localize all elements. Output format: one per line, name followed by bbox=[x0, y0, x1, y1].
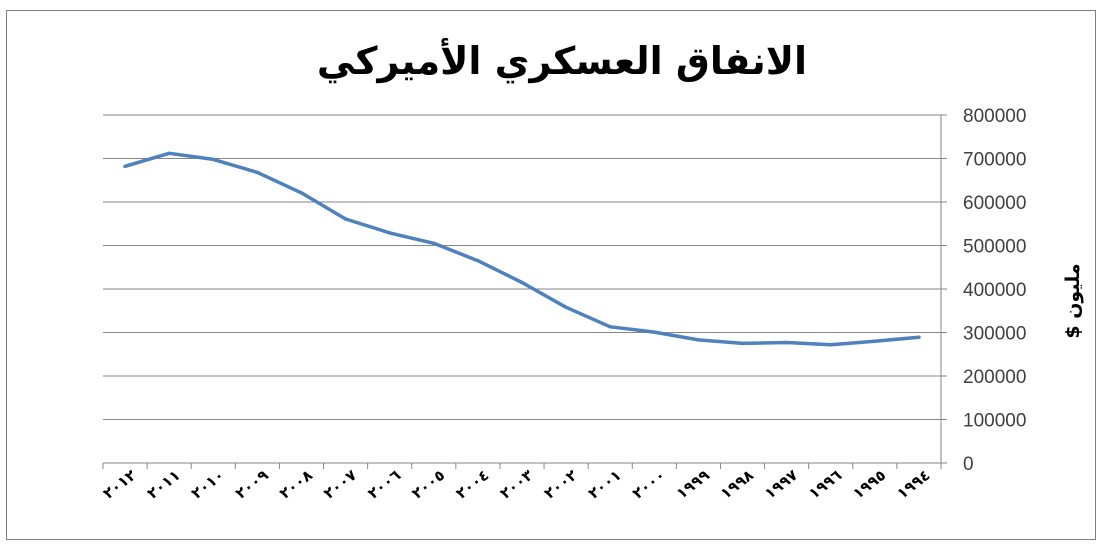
data-point bbox=[520, 280, 524, 285]
x-tick-label: ٢٠٠٥ bbox=[408, 466, 448, 503]
y-tick-label: 200000 bbox=[963, 367, 1026, 388]
y-tick-label: 0 bbox=[963, 454, 974, 475]
x-tick-label: ١٩٩٦ bbox=[805, 466, 845, 503]
data-point bbox=[784, 340, 789, 345]
x-tick-label: ٢٠٠٦ bbox=[364, 466, 404, 503]
x-tick-label: ٢٠٠٢ bbox=[541, 466, 581, 503]
y-tick-label: 700000 bbox=[963, 150, 1026, 171]
data-point bbox=[432, 241, 436, 246]
y-tick-label: 600000 bbox=[963, 193, 1026, 214]
data-point bbox=[740, 341, 745, 346]
x-tick-labels: ٢٠١٢ ٢٠١١ ٢٠١٠ ٢٠٠٩ ٢٠٠٨ ٢٠٠٧ ٢٠٠٦ ٢٠٠٥ ٢٠٠٤ ٢٠٠٣… bbox=[100, 466, 934, 503]
y-axis-label: مليون $ bbox=[1062, 263, 1084, 338]
data-point bbox=[696, 338, 701, 342]
data-point bbox=[564, 305, 568, 309]
x-tick-label: ١٩٩٤ bbox=[893, 466, 933, 503]
y-tick-labels: 0 100000 200000 300000 400000 500000 600000 700… bbox=[963, 106, 1026, 475]
x-tick-label: ١٩٩٨ bbox=[717, 466, 757, 503]
x-tick-label: ٢٠١٠ bbox=[188, 466, 228, 503]
data-point bbox=[917, 335, 921, 339]
gridlines bbox=[103, 114, 941, 420]
x-tick-label: ٢٠١١ bbox=[144, 466, 184, 503]
data-point bbox=[652, 330, 657, 334]
y-tick-label: 100000 bbox=[963, 411, 1026, 432]
chart: الانفاق العسكري الأميركي 0 100000 200000 30… bbox=[100, 37, 1084, 503]
data-point bbox=[829, 342, 833, 347]
x-tick-label: ٢٠٠٤ bbox=[452, 466, 492, 503]
y-tick-label: 300000 bbox=[963, 324, 1026, 345]
x-tick-label: ٢٠٠٣ bbox=[497, 466, 537, 503]
x-tick-label: ٢٠٠٩ bbox=[232, 466, 272, 503]
data-point bbox=[873, 339, 877, 343]
axes bbox=[102, 114, 947, 469]
chart-frame: الانفاق العسكري الأميركي 0 100000 200000 30… bbox=[6, 10, 1096, 540]
data-point bbox=[211, 157, 215, 162]
y-tick-label: 500000 bbox=[963, 237, 1026, 258]
series-line bbox=[123, 151, 921, 347]
series-lines bbox=[123, 151, 921, 347]
x-tick-label: ١٩٩٩ bbox=[673, 466, 713, 503]
data-point bbox=[387, 231, 392, 235]
x-tick-label: ٢٠٠٨ bbox=[276, 466, 316, 503]
x-tick-label: ٢٠١٢ bbox=[100, 466, 140, 503]
x-tick-label: ٢٠٠٧ bbox=[320, 466, 360, 503]
data-point bbox=[123, 164, 127, 169]
y-tick-label: 800000 bbox=[963, 106, 1026, 127]
data-point bbox=[299, 191, 304, 195]
x-tick-label: ١٩٩٥ bbox=[849, 466, 889, 503]
x-tick-label: ١٩٩٧ bbox=[761, 466, 801, 503]
x-tick-label: ٢٠٠٠ bbox=[629, 466, 669, 503]
chart-title: الانفاق العسكري الأميركي bbox=[317, 37, 807, 83]
data-point bbox=[167, 151, 171, 155]
data-point bbox=[343, 217, 348, 221]
data-point bbox=[608, 325, 612, 329]
x-tick-label: ٢٠٠١ bbox=[585, 466, 625, 503]
data-point bbox=[476, 259, 480, 263]
y-tick-label: 400000 bbox=[963, 280, 1026, 301]
data-point bbox=[255, 170, 260, 175]
